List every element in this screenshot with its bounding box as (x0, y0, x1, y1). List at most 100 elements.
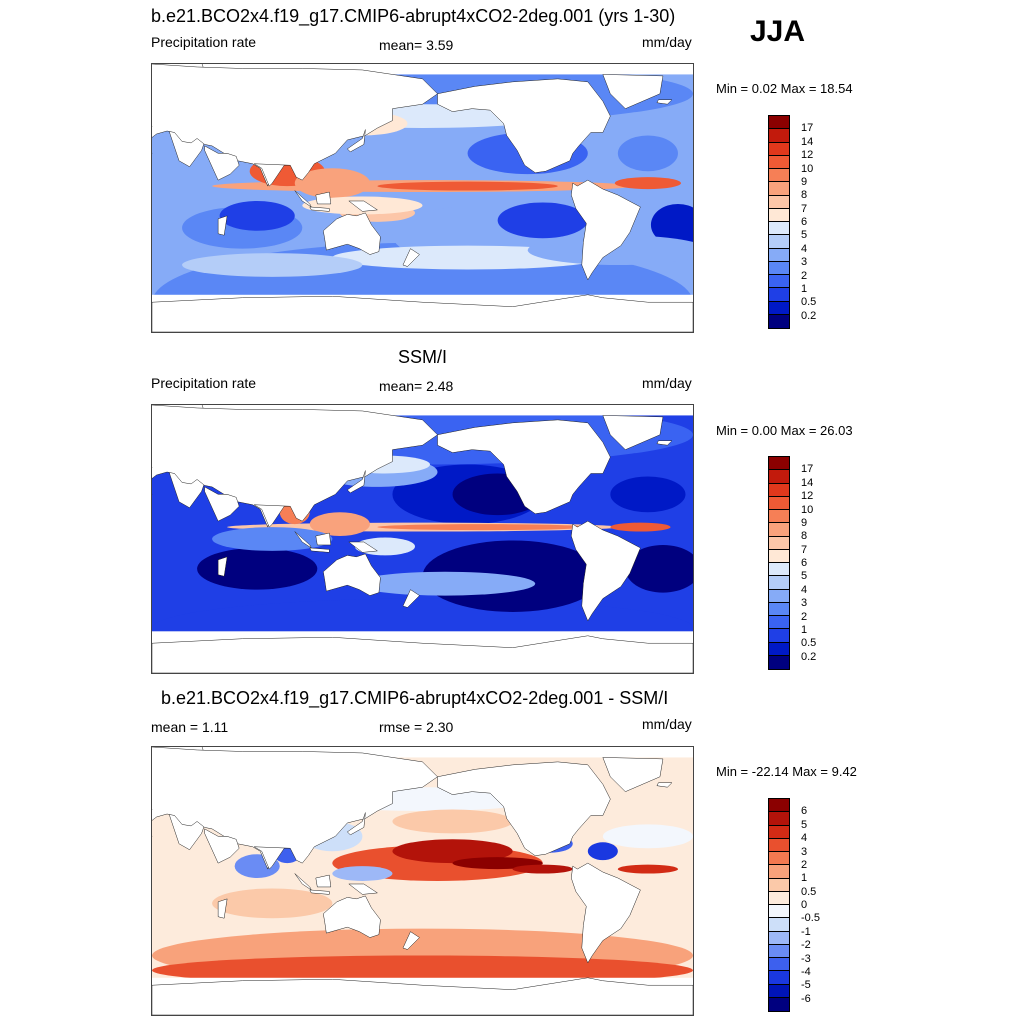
landmass (438, 420, 611, 514)
colorbar-swatch (769, 523, 789, 537)
landmass (349, 884, 378, 894)
field-contour (617, 135, 678, 172)
field-contour (212, 888, 333, 919)
colorbar-swatch (769, 852, 789, 866)
landmass (254, 164, 290, 186)
panel2-mean: mean= 2.48 (379, 378, 454, 394)
field-contour (650, 203, 693, 246)
colorbar-tick-label: 3 (801, 597, 808, 610)
season-label: JJA (750, 15, 806, 48)
field-contour (497, 202, 588, 239)
landmass (403, 932, 420, 950)
colorbar-tick-label: -5 (801, 979, 811, 992)
landmass (205, 487, 240, 521)
colorbar-swatch (769, 169, 789, 183)
field-contour (512, 864, 573, 874)
panel1-map (151, 63, 694, 333)
panel2-variable-label: Precipitation rate (151, 375, 257, 391)
field-contour (602, 824, 693, 849)
field-contour (452, 857, 543, 870)
landmass (152, 295, 693, 332)
landmass (347, 813, 365, 835)
colorbar-tick-label: 3 (801, 845, 808, 858)
field-contour (294, 168, 370, 198)
colorbar-tick-label: 9 (801, 175, 808, 188)
colorbar-swatch (769, 483, 789, 497)
panel3-mean: mean = 1.11 (151, 719, 229, 735)
colorbar-swatch (769, 971, 789, 985)
colorbar-swatch (769, 602, 789, 616)
field-contour (377, 524, 588, 531)
colorbar-tick-label: 4 (801, 242, 808, 255)
panel1-title: b.e21.BCO2x4.f19_g17.CMIP6-abrupt4xCO2-2… (151, 6, 676, 26)
panel2-colorbar (768, 456, 790, 670)
landmass (347, 471, 365, 493)
field-contour (309, 512, 370, 537)
colorbar-swatch (769, 958, 789, 972)
landmass (218, 899, 227, 918)
landmass (316, 533, 331, 545)
colorbar-swatch (769, 116, 789, 130)
field-contour (610, 522, 671, 532)
field-contour (332, 866, 393, 881)
field-contour (614, 177, 681, 190)
colorbar-tick-label: 0.2 (801, 650, 817, 663)
landmass (349, 542, 378, 552)
colorbar-tick-label: 10 (801, 162, 814, 175)
field-contour (377, 898, 618, 923)
colorbar-swatch (769, 288, 789, 302)
missing-data-region (152, 64, 693, 75)
panel2-units: mm/day (642, 375, 692, 391)
colorbar-swatch (769, 576, 789, 590)
landmass (347, 130, 365, 152)
colorbar-swatch (769, 222, 789, 236)
colorbar-swatch (769, 275, 789, 289)
colorbar-swatch (769, 655, 789, 669)
colorbar-swatch (769, 629, 789, 643)
field-contour (182, 253, 363, 277)
field-contour (625, 544, 693, 593)
colorbar-tick-label: 0.2 (801, 309, 817, 322)
colorbar-swatch (769, 918, 789, 932)
landmass (323, 896, 380, 938)
colorbar-tick-label: 9 (801, 516, 808, 529)
colorbar-swatch (769, 142, 789, 156)
field-contour (392, 809, 513, 834)
panel3-map (151, 746, 694, 1016)
colorbar-swatch (769, 314, 789, 328)
landmass (152, 636, 693, 673)
panel1-mean: mean= 3.59 (379, 37, 454, 53)
colorbar-tick-label: 6 (801, 805, 808, 818)
field-contour (610, 476, 686, 513)
colorbar-tick-label: 4 (801, 832, 808, 845)
colorbar-tick-label: 14 (801, 476, 814, 489)
field-contour (212, 527, 333, 551)
colorbar-tick-label: 5 (801, 570, 808, 583)
colorbar-tick-label: 0 (801, 899, 808, 911)
panel3-units: mm/day (642, 716, 692, 732)
colorbar-swatch (769, 563, 789, 577)
colorbar-tick-label: 4 (801, 583, 808, 596)
colorbar-swatch (769, 984, 789, 998)
landmass (657, 441, 672, 445)
panel1-minmax: Min = 0.02 Max = 18.54 (716, 81, 853, 96)
colorbar-tick-label: 12 (801, 490, 814, 503)
colorbar-tick-label: 1 (801, 282, 808, 295)
colorbar-tick-label: 14 (801, 135, 814, 148)
colorbar-swatch (769, 891, 789, 905)
panel1-colorbar (768, 115, 790, 329)
panel2-map (151, 404, 694, 674)
colorbar-swatch (769, 129, 789, 143)
landmass (603, 74, 663, 108)
colorbar-tick-label: 0.5 (801, 296, 817, 309)
colorbar-swatch (769, 536, 789, 550)
panel1-variable-label: Precipitation rate (151, 34, 257, 50)
colorbar-swatch (769, 155, 789, 169)
colorbar-swatch (769, 878, 789, 892)
colorbar-tick-label: 0.5 (801, 885, 817, 898)
landmass (323, 554, 380, 596)
colorbar-swatch (769, 182, 789, 196)
landmass (254, 847, 290, 869)
colorbar-swatch (769, 301, 789, 315)
colorbar-tick-label: 17 (801, 122, 814, 135)
